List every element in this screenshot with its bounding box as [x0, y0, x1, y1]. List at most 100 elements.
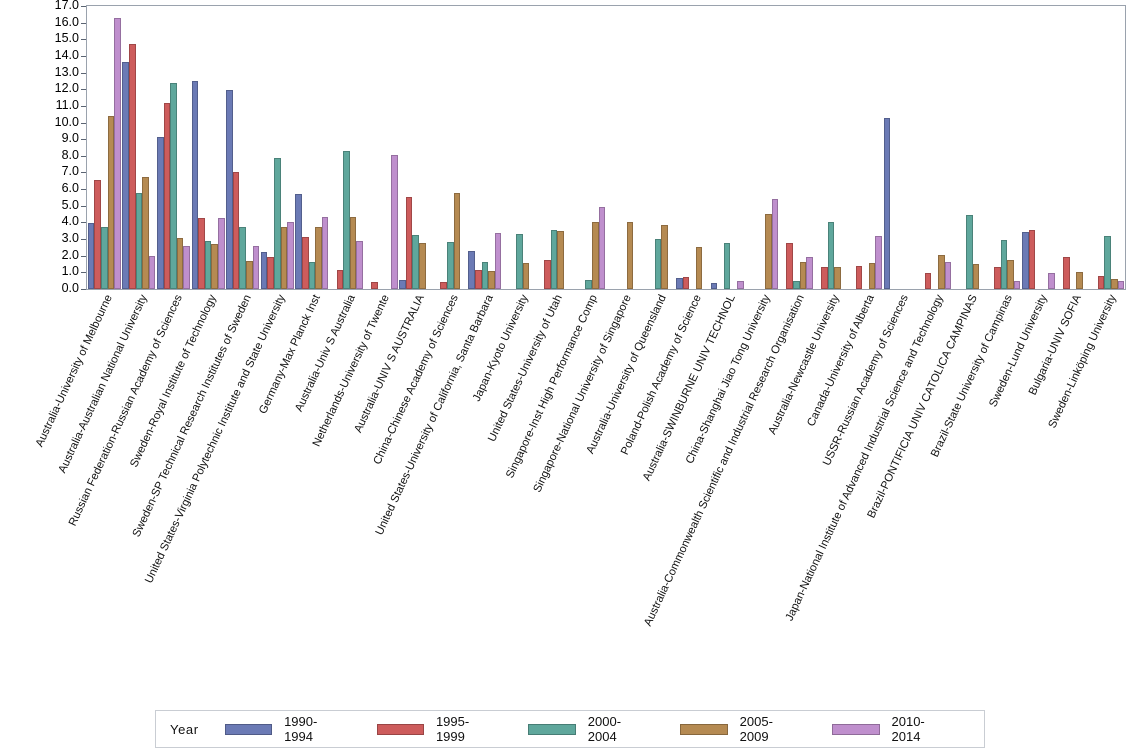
legend-item[interactable]: 2010-2014: [832, 714, 948, 744]
bar: [1013, 280, 1021, 289]
bar: [274, 158, 281, 289]
bar: [1000, 239, 1008, 289]
bar: [1048, 273, 1055, 289]
bar: [399, 279, 406, 289]
y-tick-label: 3.0: [61, 231, 79, 246]
bar: [440, 281, 447, 289]
legend: Year 1990-1994 1995-1999 2000-2004 2005-200…: [155, 710, 985, 748]
bar: [1063, 256, 1070, 289]
bar-group: [295, 6, 330, 289]
bar: [321, 217, 329, 289]
x-axis-labels: Australia-University of Melbourne Austral…: [0, 291, 1134, 701]
bar: [239, 227, 246, 289]
legend-item[interactable]: 1995-1999: [376, 714, 493, 744]
bar: [516, 234, 523, 289]
bar: [170, 82, 177, 289]
y-tick-label: 17.0: [54, 0, 79, 12]
bar-group: [571, 6, 606, 289]
y-tick-label: 10.0: [54, 114, 79, 129]
bar: [176, 238, 184, 289]
bar-group: [1090, 6, 1125, 289]
legend-item[interactable]: 2005-2009: [680, 714, 796, 744]
y-tick-label: 1.0: [61, 264, 79, 279]
y-tick-label: 14.0: [54, 47, 79, 62]
legend-label: 2000-2004: [587, 714, 622, 744]
bar: [820, 266, 828, 289]
bar: [412, 234, 419, 289]
legend-items: 1990-1994 1995-1999 2000-2004 2005-2009 2010…: [224, 714, 984, 744]
bar: [301, 237, 309, 289]
bar-group: [225, 6, 260, 289]
bar: [654, 239, 662, 289]
bar: [771, 199, 779, 289]
bar: [336, 270, 344, 289]
bar-group: [329, 6, 364, 289]
bar: [94, 179, 101, 289]
bar-group: [191, 6, 226, 289]
bar: [114, 17, 121, 289]
bar: [993, 267, 1001, 289]
bar: [122, 61, 129, 289]
y-tick-label: 5.0: [61, 197, 79, 212]
bar: [937, 254, 945, 289]
bar: [252, 245, 260, 289]
x-tick-label: Germany-Max Planck Inst: [256, 293, 323, 416]
y-tick-label: 2.0: [61, 247, 79, 262]
x-tick-label: Australia-Commonwealth Scientific and In…: [642, 293, 808, 629]
bar: [883, 117, 891, 289]
bar: [827, 221, 835, 289]
bar: [682, 276, 690, 289]
bar: [806, 257, 813, 289]
bar: [128, 44, 136, 289]
bar: [661, 224, 668, 289]
y-tick-label: 16.0: [54, 14, 79, 29]
bar: [966, 214, 973, 289]
bar: [799, 262, 807, 289]
y-tick-label: 7.0: [61, 164, 79, 179]
bar: [494, 233, 502, 289]
bar-group: [744, 6, 779, 289]
bar-group: [1021, 6, 1056, 289]
y-tick-label: 15.0: [54, 31, 79, 46]
bar: [591, 221, 599, 289]
bar-group: [502, 6, 537, 289]
bar: [135, 193, 143, 289]
bar: [675, 278, 683, 289]
bar-group: [848, 6, 883, 289]
legend-item[interactable]: 2000-2004: [528, 714, 644, 744]
bar-group: [398, 6, 433, 289]
bar: [585, 279, 592, 289]
bar: [142, 176, 149, 289]
x-tick-label: Canada-University of Alberta: [804, 293, 877, 429]
bar: [148, 255, 156, 289]
bar: [1110, 279, 1118, 289]
bar: [349, 216, 357, 289]
bar-groups: [87, 6, 1125, 289]
legend-item[interactable]: 1990-1994: [224, 714, 341, 744]
bar: [626, 221, 634, 289]
legend-swatch: [528, 723, 576, 735]
bar: [405, 197, 413, 289]
bar: [163, 102, 171, 289]
bar: [723, 243, 731, 289]
bar-group: [883, 6, 918, 289]
y-tick-label: 13.0: [54, 64, 79, 79]
bar-group: [641, 6, 676, 289]
legend-swatch: [680, 723, 728, 735]
y-tick-label: 11.0: [55, 97, 79, 112]
bar-group: [537, 6, 572, 289]
bar: [468, 250, 475, 289]
bar-group: [364, 6, 399, 289]
bar: [211, 244, 218, 289]
bar-group: [987, 6, 1022, 289]
bar: [204, 240, 212, 289]
bar: [267, 256, 274, 289]
legend-swatch: [224, 723, 273, 735]
bar: [217, 218, 225, 289]
y-tick-label: 4.0: [61, 214, 79, 229]
bar: [1076, 272, 1083, 289]
bar: [598, 207, 606, 289]
y-tick-label: 6.0: [61, 181, 79, 196]
bar-group: [952, 6, 987, 289]
x-tick-label: Australia-Newcastle University: [766, 293, 842, 437]
